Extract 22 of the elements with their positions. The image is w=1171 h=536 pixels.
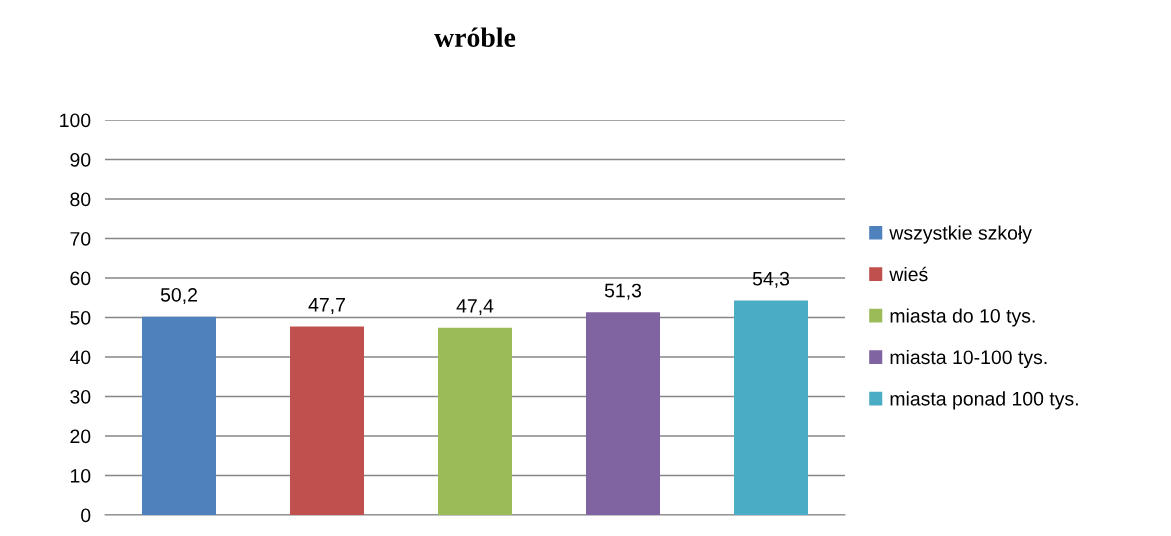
legend-label: miasta ponad 100 tys.	[890, 391, 1078, 410]
y-tick-label: 10	[70, 468, 91, 483]
data-label: 50,2	[160, 287, 197, 305]
y-tick-label: 50	[70, 310, 91, 325]
y-tick-label: 90	[70, 152, 91, 167]
legend-label: miasta 10-100 tys.	[890, 349, 1047, 369]
y-tick-label: 0	[81, 508, 91, 523]
data-label: 54,3	[752, 271, 790, 288]
y-tick-label: 70	[70, 231, 91, 246]
data-label: 51,3	[604, 283, 642, 300]
y-tick-label: 100	[60, 113, 91, 128]
data-label: 47,4	[456, 299, 494, 316]
y-tick-label: 80	[70, 192, 91, 207]
legend-label: wieś	[889, 266, 928, 282]
y-tick-label: 30	[70, 389, 91, 404]
y-tick-label: 40	[69, 350, 91, 365]
legend-label: miasta do 10 tys.	[890, 308, 1035, 327]
y-tick-label: 60	[70, 271, 91, 286]
legend-label: wszystkie szkoły	[889, 225, 1032, 244]
chart-title: wróble	[434, 27, 516, 47]
y-tick-label: 20	[70, 429, 91, 444]
data-label: 47,7	[308, 298, 345, 314]
